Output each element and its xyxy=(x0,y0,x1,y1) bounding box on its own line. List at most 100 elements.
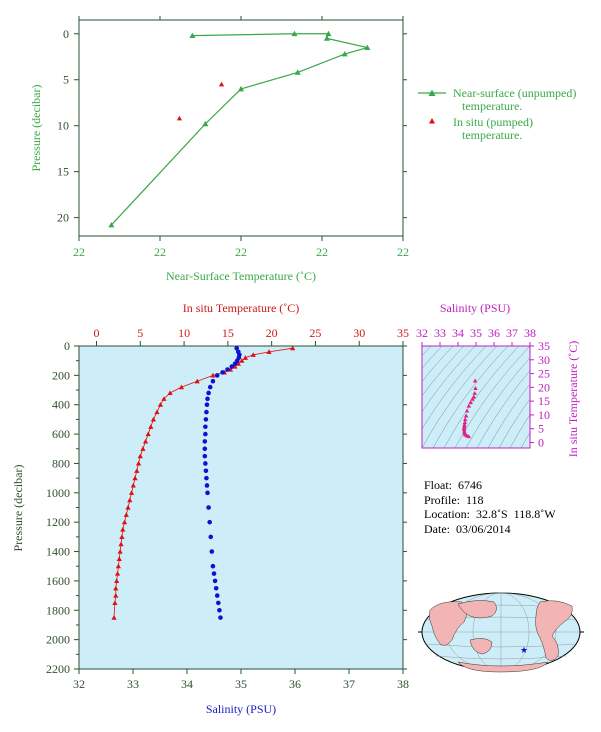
ts-chart-right-label: In situ Temperature (˚C) xyxy=(566,341,580,458)
ts-density-contour xyxy=(422,346,454,383)
temperature-point xyxy=(127,497,133,503)
top-chart-ticks: 22 22 22 22 22 0 5 10 15 20 xyxy=(57,16,409,259)
ts-density-contour xyxy=(443,346,520,448)
pressure-tick-label: 1600 xyxy=(46,574,70,588)
salinity-point xyxy=(214,373,220,378)
salinity-point xyxy=(234,345,239,351)
salinity-point xyxy=(205,396,210,402)
near-surface-point xyxy=(341,51,348,57)
temperature-point xyxy=(194,378,200,384)
ts-point xyxy=(462,420,468,425)
ts-density-contour xyxy=(432,346,509,448)
float-info: Float: 6746 Profile: 118 Location: 32.8˚… xyxy=(424,478,556,536)
ts-point xyxy=(473,385,478,390)
ts-temp-tick-label: 10 xyxy=(538,408,550,422)
top-y-tick-label: 10 xyxy=(57,119,69,133)
top-y-tick-label: 5 xyxy=(63,73,69,87)
ts-chart-top-label: Salinity (PSU) xyxy=(440,301,510,315)
temperature-point xyxy=(178,384,185,390)
temperature-point xyxy=(134,468,140,473)
ts-point xyxy=(464,408,470,413)
temperature-point xyxy=(210,372,216,378)
temperature-point xyxy=(161,396,167,401)
ts-chart-marks xyxy=(461,378,478,439)
ts-point xyxy=(463,413,469,418)
pressure-tick-label: 200 xyxy=(52,368,70,382)
legend-near-surface-label-1: Near-surface (unpumped) xyxy=(453,86,576,100)
legend-in-situ-label-1: In situ (pumped) xyxy=(453,115,533,129)
salinity-point xyxy=(203,431,208,437)
top-x-tick-label: 22 xyxy=(73,245,85,259)
ts-temp-tick-label: 0 xyxy=(538,435,544,449)
temperature-point xyxy=(142,438,149,444)
ts-temp-tick-label: 35 xyxy=(538,339,550,353)
pressure-tick-label: 0 xyxy=(64,339,70,353)
ts-density-contour xyxy=(487,383,530,448)
salinity-tick-label: 35 xyxy=(235,677,247,691)
temperature-point xyxy=(242,355,248,360)
salinity-tick-label: 33 xyxy=(127,677,139,691)
temperature-point xyxy=(123,512,129,517)
legend-in-situ-marker xyxy=(429,118,435,124)
temperature-point xyxy=(154,409,160,415)
top-x-tick-label: 22 xyxy=(154,245,166,259)
ts-salinity-tick-label: 36 xyxy=(488,326,500,340)
salinity-point xyxy=(207,519,212,525)
temperature-point xyxy=(130,482,136,488)
salinity-point xyxy=(205,490,210,496)
salinity-point xyxy=(203,461,208,466)
ts-point xyxy=(466,403,471,408)
salinity-point xyxy=(214,593,220,598)
temperature-point xyxy=(115,563,122,569)
bottom-chart: 0 5 10 15 20 25 30 35 32 33 34 35 36 37 38 0 200 400 600 80… xyxy=(11,301,409,716)
salinity-point xyxy=(213,585,219,591)
temperature-point xyxy=(290,345,296,351)
near-surface-point xyxy=(364,44,371,50)
ts-density-contour xyxy=(422,346,487,430)
temp-tick-label: 20 xyxy=(266,326,278,340)
near-surface-point xyxy=(189,32,196,39)
ts-point xyxy=(470,396,475,401)
salinity-point xyxy=(210,378,216,384)
salinity-point xyxy=(206,390,211,396)
temperature-point xyxy=(132,475,138,481)
bottom-chart-ylabel: Pressure (decibar) xyxy=(11,465,25,552)
top-x-tick-label: 22 xyxy=(397,245,409,259)
pressure-tick-label: 1400 xyxy=(46,545,70,559)
temperature-point xyxy=(114,570,121,576)
ts-density-contour xyxy=(520,431,530,448)
ts-density-contour xyxy=(422,346,476,413)
top-chart-legend: Near-surface (unpumped) temperature. In … xyxy=(418,86,576,142)
temperature-point xyxy=(120,526,126,532)
top-chart-xlabel: Near-Surface Temperature (˚C) xyxy=(166,269,316,283)
temperature-point xyxy=(119,534,125,539)
salinity-point xyxy=(207,384,213,390)
ts-temp-tick-label: 15 xyxy=(538,394,550,408)
near-surface-point xyxy=(238,85,244,92)
salinity-tick-label: 34 xyxy=(181,677,193,691)
salinity-point xyxy=(202,446,208,452)
near-surface-point xyxy=(108,221,115,228)
salinity-tick-label: 38 xyxy=(397,677,409,691)
top-x-tick-label: 22 xyxy=(316,245,328,259)
temperature-point xyxy=(125,504,131,510)
ts-density-contour xyxy=(454,346,530,448)
pressure-tick-label: 1800 xyxy=(46,603,70,617)
temperature-point xyxy=(135,460,142,466)
salinity-point xyxy=(211,571,217,576)
ts-temp-tick-label: 20 xyxy=(538,380,550,394)
top-y-tick-label: 20 xyxy=(57,211,69,225)
top-chart: 22 22 22 22 22 0 5 10 15 20 Near-Surface Temperat… xyxy=(29,16,576,283)
salinity-point xyxy=(206,505,211,510)
temperature-point xyxy=(116,556,122,561)
top-x-tick-label: 22 xyxy=(235,245,247,259)
salinity-tick-label: 37 xyxy=(343,677,355,691)
near-surface-point xyxy=(294,69,301,75)
temperature-point xyxy=(113,585,119,591)
in-situ-point xyxy=(218,81,225,87)
top-chart-ylabel: Pressure (decibar) xyxy=(29,85,43,172)
temperature-point xyxy=(113,592,119,598)
